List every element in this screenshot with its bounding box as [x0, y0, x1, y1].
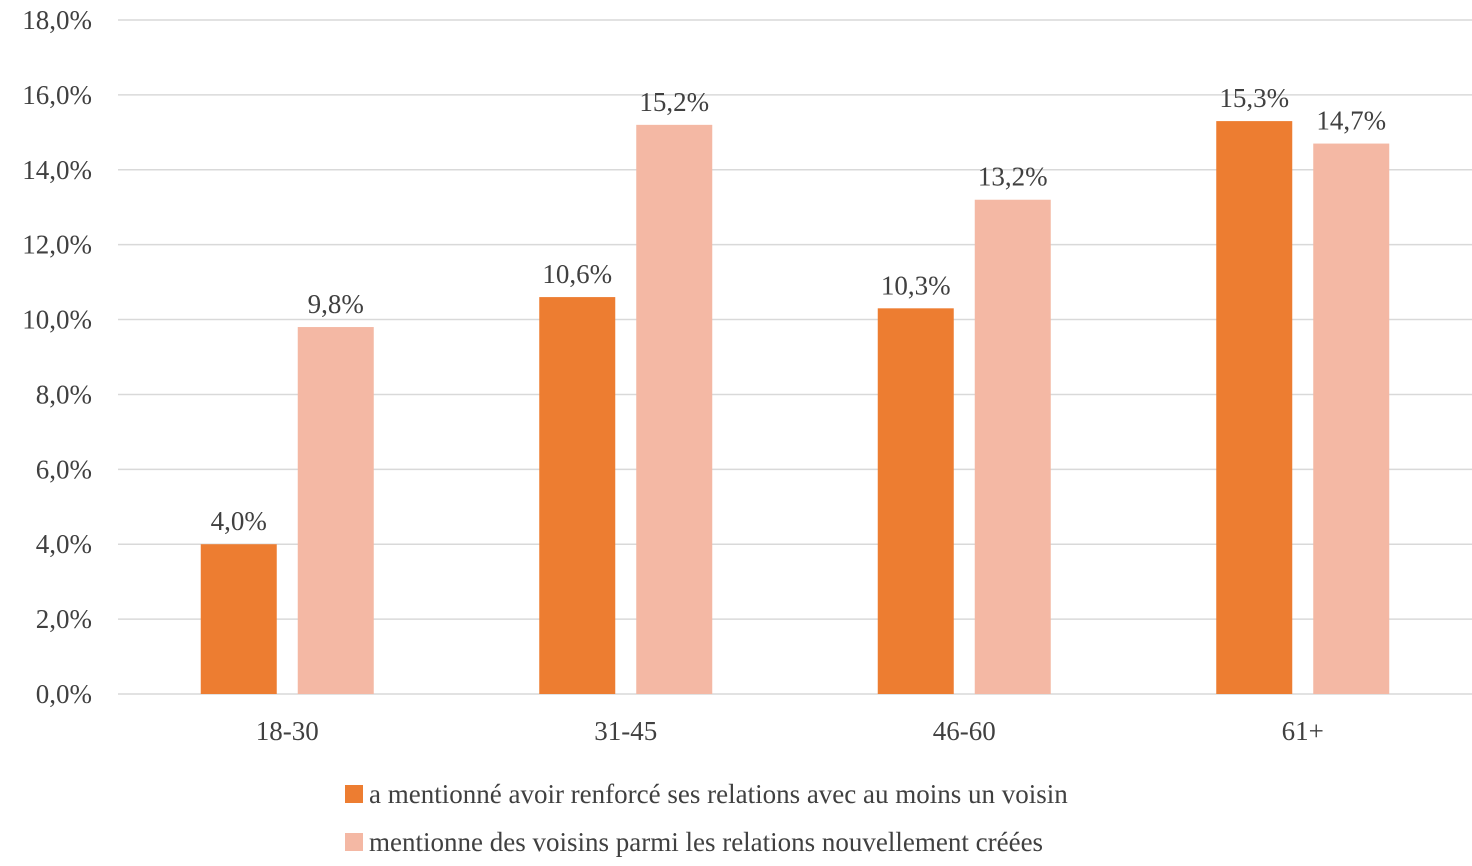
legend: a mentionné avoir renforcé ses relations… — [345, 770, 1068, 866]
y-tick-label: 12,0% — [22, 230, 92, 260]
y-tick-label: 2,0% — [36, 604, 92, 634]
bar-series-1-46-60 — [877, 308, 954, 694]
legend-swatch-series-2 — [345, 833, 363, 851]
data-label: 15,3% — [1219, 83, 1289, 113]
y-tick-label: 16,0% — [22, 80, 92, 110]
legend-label-series-2: mentionne des voisins parmi les relation… — [369, 826, 1044, 857]
y-axis-ticks: 0,0% 2,0% 4,0% 6,0% 8,0% 10,0% 12,0% 14,0% 16,0%… — [22, 5, 92, 709]
data-label: 10,3% — [881, 270, 951, 300]
data-label: 9,8% — [308, 289, 364, 319]
data-label: 10,6% — [542, 259, 612, 289]
data-label: 15,2% — [639, 87, 709, 117]
legend-item-series-1: a mentionné avoir renforcé ses relations… — [345, 770, 1068, 818]
data-label: 13,2% — [978, 162, 1048, 192]
y-tick-label: 10,0% — [22, 305, 92, 335]
y-tick-label: 8,0% — [36, 379, 92, 409]
data-label: 4,0% — [211, 506, 267, 536]
y-tick-label: 14,0% — [22, 155, 92, 185]
bar-series-2-31-45 — [636, 124, 713, 695]
bar-series-2-46-60 — [974, 199, 1051, 694]
bar-series-2-18-30 — [297, 327, 374, 694]
bar-series-1-31-45 — [539, 297, 616, 694]
bars — [200, 121, 1390, 695]
data-label: 14,7% — [1316, 106, 1386, 136]
x-tick-label: 18-30 — [256, 716, 319, 746]
bar-chart: 0,0% 2,0% 4,0% 6,0% 8,0% 10,0% 12,0% 14,0% 16,0%… — [22, 5, 1472, 746]
legend-swatch-series-1 — [345, 785, 363, 803]
bar-series-1-18-30 — [200, 544, 277, 694]
x-tick-label: 31-45 — [594, 716, 657, 746]
x-tick-label: 46-60 — [933, 716, 996, 746]
x-axis-ticks: 18-30 31-45 46-60 61+ — [256, 716, 1324, 746]
data-labels: 4,0% 9,8% 10,6% 15,2% 10,3% 13,2% 15,3% 14,7% — [211, 83, 1387, 536]
bar-series-2-61+ — [1313, 143, 1390, 695]
y-tick-label: 6,0% — [36, 454, 92, 484]
legend-label-series-1: a mentionné avoir renforcé ses relations… — [369, 778, 1068, 809]
y-tick-label: 4,0% — [36, 529, 92, 559]
legend-item-series-2: mentionne des voisins parmi les relation… — [345, 818, 1068, 866]
y-tick-label: 18,0% — [22, 5, 92, 35]
bar-series-1-61+ — [1216, 121, 1293, 695]
y-tick-label: 0,0% — [36, 679, 92, 709]
x-tick-label: 61+ — [1282, 716, 1324, 746]
